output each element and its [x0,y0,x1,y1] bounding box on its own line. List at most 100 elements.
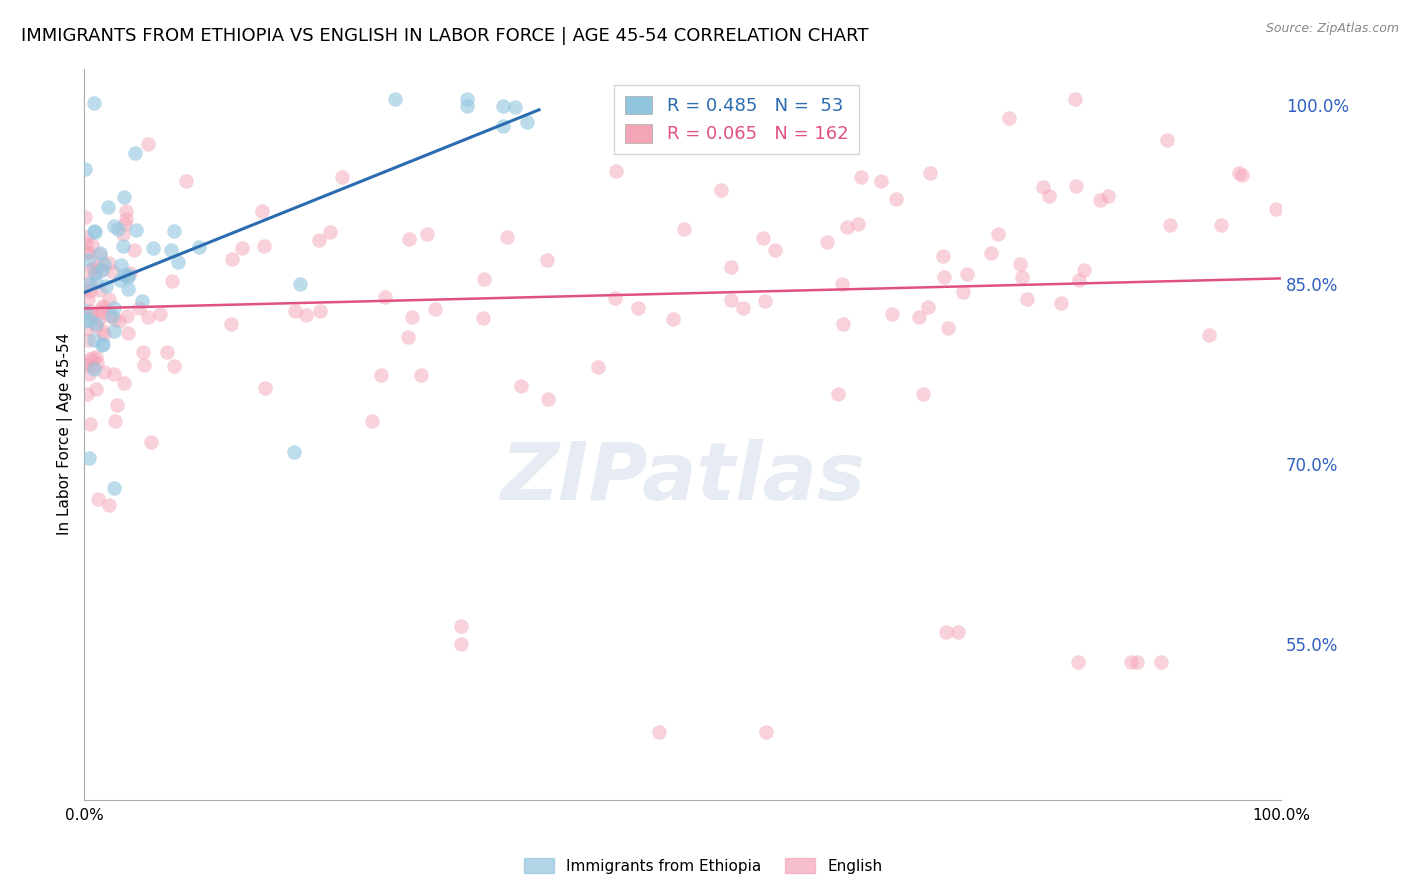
Point [1069,273,1091,287]
Point [105,398,128,412]
Point [75,210,97,224]
Point [998,111,1021,125]
Point [425,301,447,316]
Point [835,219,858,234]
Point [763,243,786,257]
Point [125,223,148,237]
Point [370,368,392,383]
Point [103,367,125,381]
Point [103,311,125,326]
Point [361,414,384,428]
Point [416,227,439,241]
Point [84,266,107,280]
Point [396,330,419,344]
Point [1156,133,1178,147]
Point [79,284,101,298]
Point [932,270,955,285]
Point [1015,292,1038,306]
Point [374,289,396,303]
Point [253,239,276,253]
Point [89,246,111,260]
Point [231,242,253,256]
Point [1264,202,1286,217]
Point [96,279,118,293]
Point [1121,655,1143,669]
Point [980,246,1002,260]
Point [932,249,955,263]
Point [108,273,131,287]
Point [82,359,104,373]
Point [908,310,931,324]
Point [503,100,526,114]
Point [117,309,139,323]
Point [79,417,101,432]
Point [870,174,893,188]
Point [1064,178,1087,193]
Point [79,303,101,318]
Point [124,146,146,161]
Point [79,273,101,287]
Point [75,230,97,244]
Point [83,223,105,237]
Point [918,166,941,180]
Point [308,233,330,247]
Point [82,351,104,366]
Point [75,356,97,370]
Point [117,268,139,283]
Point [1198,327,1220,342]
Point [1150,655,1173,669]
Point [159,243,181,257]
Point [97,201,120,215]
Point [1232,168,1254,182]
Point [1159,218,1181,232]
Point [851,169,873,184]
Point [492,98,515,112]
Point [83,96,105,111]
Point [93,257,115,271]
Point [142,241,165,255]
Point [1097,189,1119,203]
Point [131,294,153,309]
Point [111,227,134,241]
Point [80,238,103,252]
Point [101,265,124,279]
Point [75,314,97,328]
Point [86,260,108,274]
Point [1073,263,1095,277]
Point [111,238,134,252]
Point [880,307,903,321]
Point [284,304,307,318]
Point [917,301,939,315]
Point [83,225,105,239]
Point [141,435,163,450]
Point [156,345,179,359]
Point [1050,295,1073,310]
Text: IMMIGRANTS FROM ETHIOPIA VS ENGLISH IN LABOR FORCE | AGE 45-54 CORRELATION CHART: IMMIGRANTS FROM ETHIOPIA VS ENGLISH IN L… [21,27,869,45]
Point [492,120,515,134]
Point [401,310,423,325]
Point [754,294,776,309]
Point [720,293,742,307]
Point [1032,179,1054,194]
Point [495,230,517,244]
Point [250,204,273,219]
Point [827,387,849,401]
Point [91,263,114,277]
Point [1008,257,1031,271]
Point [93,299,115,313]
Point [76,245,98,260]
Point [86,356,108,370]
Point [75,161,97,176]
Point [516,114,538,128]
Point [987,227,1010,241]
Point [117,282,139,296]
Point [77,367,100,381]
Point [117,326,139,340]
Point [672,221,695,235]
Point [163,224,186,238]
Point [160,274,183,288]
Point [884,192,907,206]
Point [75,358,97,372]
Point [91,305,114,319]
Point [536,252,558,267]
